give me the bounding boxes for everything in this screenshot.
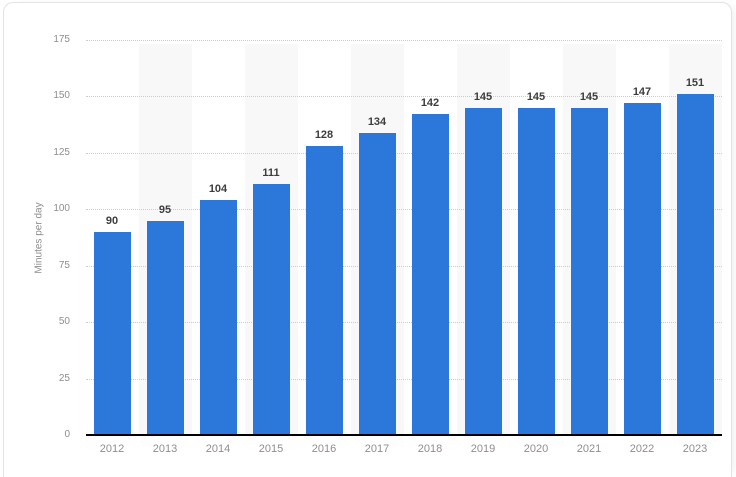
bar-value-label: 142 bbox=[420, 97, 440, 110]
bar-value-label: 145 bbox=[526, 90, 546, 103]
bar-2015[interactable] bbox=[252, 184, 290, 435]
x-axis-label: 2018 bbox=[417, 443, 443, 455]
y-axis-tick-label: 75 bbox=[58, 259, 70, 271]
gridline bbox=[85, 322, 722, 324]
x-axis-label: 2022 bbox=[629, 443, 655, 455]
y-axis-tick-label: 0 bbox=[64, 429, 70, 440]
bar-2016[interactable] bbox=[305, 146, 343, 435]
x-axis-label: 2021 bbox=[576, 443, 602, 455]
bar-2021[interactable] bbox=[570, 107, 608, 435]
gridline bbox=[85, 265, 722, 267]
bar-2013[interactable] bbox=[146, 220, 184, 435]
y-axis-tick-label: 150 bbox=[53, 90, 70, 102]
bar-value-label: 145 bbox=[473, 90, 493, 103]
x-axis-label: 2015 bbox=[258, 443, 284, 455]
x-axis-line bbox=[85, 434, 722, 436]
x-axis-label: 2020 bbox=[523, 443, 549, 455]
bar-value-label: 128 bbox=[314, 129, 334, 142]
bar-2012[interactable] bbox=[93, 231, 131, 435]
bar-2017[interactable] bbox=[358, 132, 396, 435]
gridline bbox=[85, 40, 722, 41]
y-axis-tick-label: 25 bbox=[58, 372, 70, 384]
bar-2018[interactable] bbox=[411, 114, 449, 435]
bar-2022[interactable] bbox=[623, 103, 661, 435]
bar-value-label: 147 bbox=[632, 86, 652, 99]
x-axis-label: 2012 bbox=[99, 443, 125, 455]
gridline bbox=[85, 96, 722, 98]
bar-value-label: 95 bbox=[158, 203, 172, 216]
y-axis-tick-label: 125 bbox=[53, 146, 70, 158]
x-axis-label: 2019 bbox=[470, 443, 496, 455]
bar-value-label: 134 bbox=[367, 115, 387, 128]
x-axis-label: 2016 bbox=[311, 443, 337, 455]
gridline bbox=[85, 152, 722, 154]
bar-2014[interactable] bbox=[199, 200, 237, 435]
y-axis-title: Minutes per day bbox=[33, 202, 45, 274]
bar-value-label: 90 bbox=[105, 214, 119, 227]
gridline bbox=[85, 209, 722, 211]
bar-2020[interactable] bbox=[517, 107, 555, 435]
bar-2023[interactable] bbox=[676, 94, 714, 435]
x-axis-label: 2013 bbox=[152, 443, 178, 455]
bar-value-label: 151 bbox=[685, 77, 705, 90]
bar-value-label: 111 bbox=[262, 167, 280, 180]
bar-2019[interactable] bbox=[464, 107, 502, 435]
y-axis-tick-label: 175 bbox=[53, 34, 70, 45]
bar-value-label: 104 bbox=[208, 183, 228, 196]
gridline bbox=[85, 378, 722, 380]
x-axis-label: 2017 bbox=[364, 443, 390, 455]
y-axis-tick-label: 50 bbox=[58, 316, 70, 328]
y-axis-tick-label: 100 bbox=[53, 203, 70, 215]
x-axis-label: 2014 bbox=[205, 443, 231, 455]
bar-value-label: 145 bbox=[579, 90, 599, 103]
x-axis-label: 2023 bbox=[682, 443, 708, 455]
